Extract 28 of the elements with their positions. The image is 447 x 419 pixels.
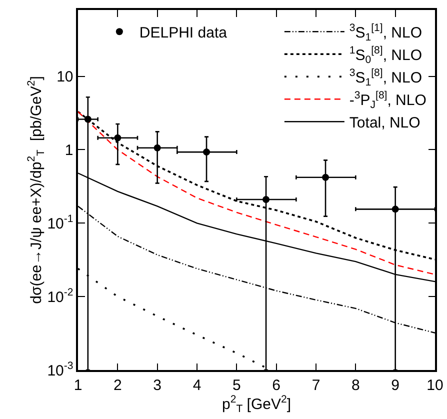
x-tick-label: 2 xyxy=(114,376,122,394)
x-tick-label: 10 xyxy=(426,376,444,394)
point xyxy=(262,196,270,203)
point xyxy=(392,206,399,213)
point xyxy=(203,148,210,156)
point xyxy=(114,134,122,142)
y-tick-label: 10$^{-3}$ xyxy=(47,360,74,380)
legend-label: DELPHI data xyxy=(139,24,228,42)
x-tick-label: 8 xyxy=(352,376,360,394)
x-axis-title: p$^{2}$$_{T}$ [GeV$^{2}$] xyxy=(222,394,291,416)
y-tick-label: 10$^{-1}$ xyxy=(47,213,74,232)
x-tick-label: 5 xyxy=(232,376,241,394)
legend-label: $^{3}$S$_{1}$$^{[8]}$, NLO xyxy=(349,67,422,89)
legend-label: $^{1}$S$_{0}$$^{[8]}$, NLO xyxy=(349,44,422,66)
y-tick-label: 1 xyxy=(64,142,74,159)
y-tick-label: 10 xyxy=(56,68,74,86)
point xyxy=(154,144,161,152)
x-tick-label: 9 xyxy=(391,376,400,394)
y-tick-label: 10$^{-2}$ xyxy=(47,286,74,306)
point xyxy=(84,116,92,123)
x-tick-label: 7 xyxy=(312,376,320,394)
x-tick-label: 6 xyxy=(272,376,280,394)
legend-label: -$^{3}$P$_{J}$$^{[8]}$, NLO xyxy=(349,90,426,112)
legend-label: Total, NLO xyxy=(349,114,420,132)
x-tick-label: 4 xyxy=(192,376,202,394)
legend-label: $^{3}$S$_{1}$$^{[1]}$, NLO xyxy=(349,22,422,44)
point xyxy=(322,174,330,181)
x-tick-label: 3 xyxy=(153,376,162,394)
